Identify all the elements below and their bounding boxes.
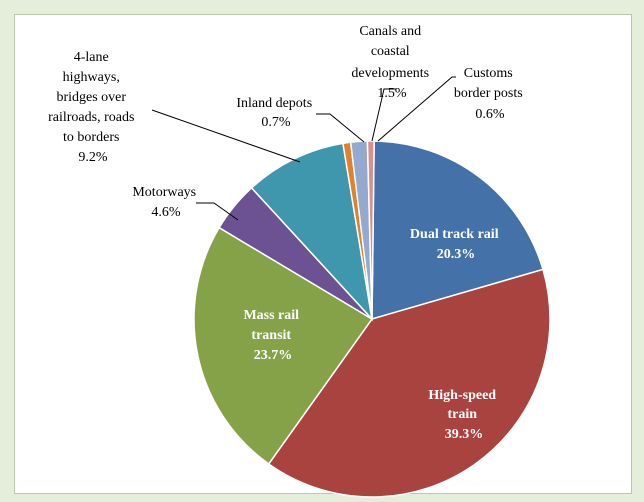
label-canals-coastal: Canals and coastal developments 1.5%	[351, 24, 432, 101]
pie-slice-high-speed-train	[267, 268, 551, 498]
label-dual-track-rail: Dual track rail 20.3%	[410, 227, 502, 262]
pie-slice-customs-border-posts	[366, 140, 375, 320]
pie-slice-mass-rail-transit	[193, 226, 374, 466]
pie-slices	[193, 140, 551, 498]
label-motorways: Motorways 4.6%	[132, 185, 199, 220]
label-mass-rail-transit: Mass rail transit 23.7%	[243, 308, 302, 363]
leader-lines	[151, 76, 456, 221]
leader-canals-coastal	[371, 88, 396, 142]
label-inland-depots: Inland depots 0.7%	[236, 96, 315, 130]
leader-motorways	[196, 202, 239, 221]
label-4-lane-highways: 4-lane highways, bridges over railroads,…	[48, 50, 138, 165]
label-customs-border-posts: Customs border posts 0.6%	[454, 66, 526, 122]
pie-slice-4-lane-highways-bridges-over-railroads-roads-to-borders	[250, 142, 374, 322]
leader-4-lane-highways	[151, 109, 301, 163]
pie-slice-dual-track-rail	[371, 140, 544, 321]
leader-customs-border-posts	[377, 76, 456, 142]
label-high-speed-train: High-speed train 39.3%	[428, 388, 499, 442]
leader-inland-depots	[316, 113, 365, 143]
